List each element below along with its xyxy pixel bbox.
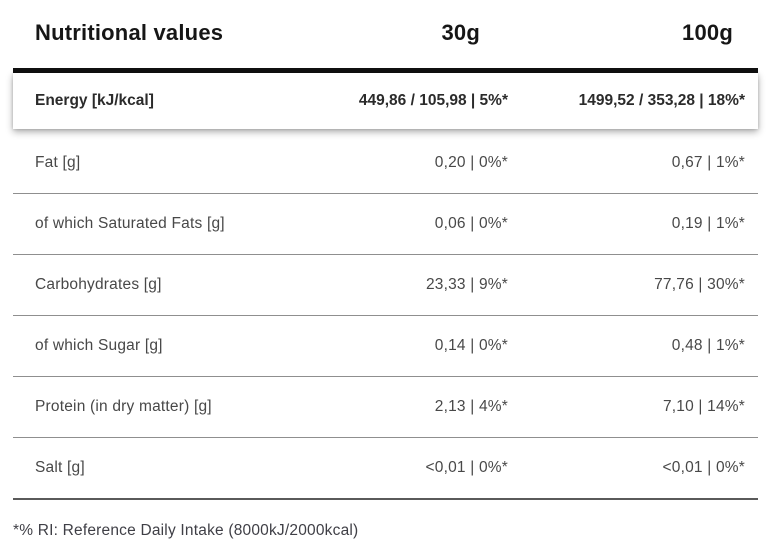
row-label: Fat [g] <box>35 154 81 171</box>
table-row-protein: Protein (in dry matter) [g] 2,13 | 4%* 7… <box>13 377 758 438</box>
row-label: of which Saturated Fats [g] <box>35 215 225 232</box>
row-value-30g: 449,86 / 105,98 | 5%* <box>358 92 508 109</box>
table-row-carbohydrates: Carbohydrates [g] 23,33 | 9%* 77,76 | 30… <box>13 255 758 316</box>
column-header-100g: 100g <box>682 20 733 45</box>
reference-intake-footnote: *% RI: Reference Daily Intake (8000kJ/20… <box>13 522 359 539</box>
row-value-30g: 0,14 | 0%* <box>434 337 508 354</box>
header-spacer <box>13 50 758 68</box>
row-value-100g: 1499,52 / 353,28 | 18%* <box>578 92 745 109</box>
row-label: Energy [kJ/kcal] <box>35 92 154 109</box>
table-row-energy: Energy [kJ/kcal] 449,86 / 105,98 | 5%* 1… <box>13 73 758 129</box>
row-value-30g: 0,06 | 0%* <box>434 215 508 232</box>
table-top-bar <box>13 68 758 73</box>
row-value-30g: 23,33 | 9%* <box>425 276 508 293</box>
table-row-sugar: of which Sugar [g] 0,14 | 0%* 0,48 | 1%* <box>13 316 758 377</box>
table-body: Fat [g] 0,20 | 0%* 0,67 | 1%* of which S… <box>13 133 758 500</box>
table-row-fat: Fat [g] 0,20 | 0%* 0,67 | 1%* <box>13 133 758 194</box>
row-value-100g: 7,10 | 14%* <box>662 398 745 415</box>
row-value-100g: <0,01 | 0%* <box>662 459 745 476</box>
nutrition-table: Nutritional values 30g 100g Energy [kJ/k… <box>13 16 758 500</box>
row-value-100g: 77,76 | 30%* <box>654 276 745 293</box>
row-label: of which Sugar [g] <box>35 337 163 354</box>
row-value-30g: <0,01 | 0%* <box>425 459 508 476</box>
row-label: Protein (in dry matter) [g] <box>35 398 212 415</box>
table-header-row: Nutritional values 30g 100g <box>13 16 758 50</box>
row-label: Carbohydrates [g] <box>35 276 162 293</box>
table-title: Nutritional values <box>35 20 224 45</box>
table-row-salt: Salt [g] <0,01 | 0%* <0,01 | 0%* <box>13 438 758 500</box>
row-value-100g: 0,19 | 1%* <box>671 215 745 232</box>
row-value-30g: 2,13 | 4%* <box>434 398 508 415</box>
column-header-30g: 30g <box>441 20 480 45</box>
row-value-30g: 0,20 | 0%* <box>434 154 508 171</box>
row-label: Salt [g] <box>35 459 85 476</box>
table-row-saturated-fats: of which Saturated Fats [g] 0,06 | 0%* 0… <box>13 194 758 255</box>
row-value-100g: 0,67 | 1%* <box>671 154 745 171</box>
row-value-100g: 0,48 | 1%* <box>671 337 745 354</box>
